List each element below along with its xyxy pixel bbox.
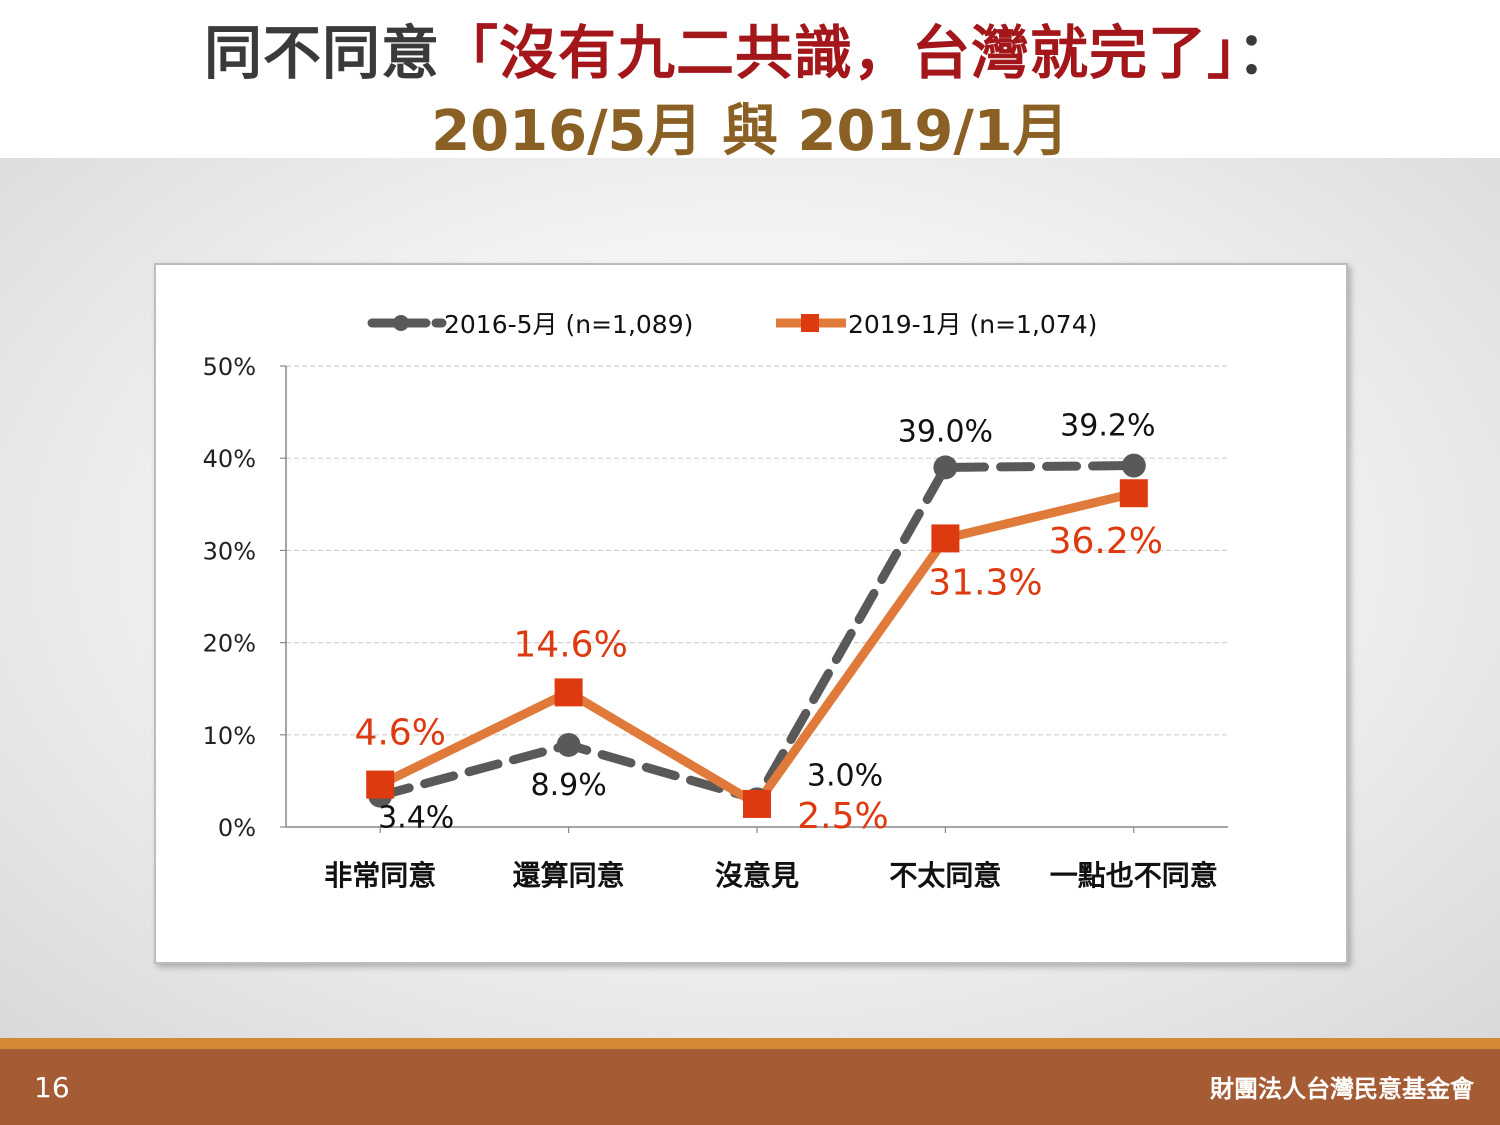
series-line-2019 <box>378 488 1135 809</box>
footer-stripe <box>0 1038 1500 1049</box>
data-label-2016: 3.4% <box>378 801 454 836</box>
data-label-2019: 31.3% <box>928 562 1042 603</box>
legend-label-2019: 2019-1月 (n=1,074) <box>848 310 1097 339</box>
data-label-2016: 39.0% <box>898 414 993 449</box>
point-2019 <box>366 770 395 799</box>
point-2016 <box>1121 453 1146 478</box>
organization-name: 財團法人台灣民意基金會 <box>1210 1075 1474 1103</box>
y-tick-label: 10% <box>203 722 256 750</box>
x-tick-label: 非常同意 <box>324 859 436 892</box>
title-suffix: ： <box>1237 19 1297 87</box>
x-tick-label: 一點也不同意 <box>1050 859 1218 892</box>
point-2019 <box>931 524 960 553</box>
y-tick-label: 30% <box>203 537 256 565</box>
x-tick-label: 不太同意 <box>889 859 1001 892</box>
footer: 16 財團法人台灣民意基金會 <box>0 1049 1500 1125</box>
point-2016 <box>556 732 581 757</box>
title-area: 同不同意「沒有九二共識，台灣就完了」： 2016/5月 與 2019/1月 <box>0 0 1500 164</box>
point-2019 <box>1119 479 1148 508</box>
data-label-2019: 4.6% <box>354 713 445 754</box>
y-tick-label: 0% <box>218 814 256 842</box>
legend-label-2016: 2016-5月 (n=1,089) <box>444 310 693 339</box>
line-chart: 0% 10% 20% 30% 40% 50% 非常同意 還算同意 沒意見 不太同意 一點也不同意 3.… <box>203 310 1228 892</box>
data-label-2019: 2.5% <box>797 796 888 837</box>
series-line-2016 <box>375 461 1139 804</box>
y-tick-label: 20% <box>203 630 256 658</box>
page-number: 16 <box>34 1071 70 1104</box>
data-label-2016: 3.0% <box>807 758 883 793</box>
y-tick-label: 50% <box>203 353 256 381</box>
y-tick-label: 40% <box>203 445 256 473</box>
data-label-2016: 8.9% <box>530 768 606 803</box>
data-label-2016: 39.2% <box>1060 409 1155 444</box>
point-2019 <box>743 789 771 818</box>
point-2016 <box>933 455 958 480</box>
legend-marker-2016 <box>393 315 409 331</box>
data-label-2019: 36.2% <box>1049 521 1163 562</box>
data-label-2019: 14.6% <box>513 624 627 665</box>
x-tick-label: 沒意見 <box>715 859 799 892</box>
page-title: 同不同意「沒有九二共識，台灣就完了」： <box>0 6 1500 90</box>
legend-marker-2019 <box>801 314 819 332</box>
title-quote: 「沒有九二共識，台灣就完了」 <box>439 19 1237 87</box>
chart-frame: 0% 10% 20% 30% 40% 50% 非常同意 還算同意 沒意見 不太同意 一點也不同意 3.… <box>154 263 1348 964</box>
page-subtitle: 2016/5月 與 2019/1月 <box>431 99 1069 164</box>
point-2019 <box>554 678 583 707</box>
x-tick-label: 還算同意 <box>513 859 625 892</box>
title-prefix: 同不同意 <box>203 19 440 87</box>
